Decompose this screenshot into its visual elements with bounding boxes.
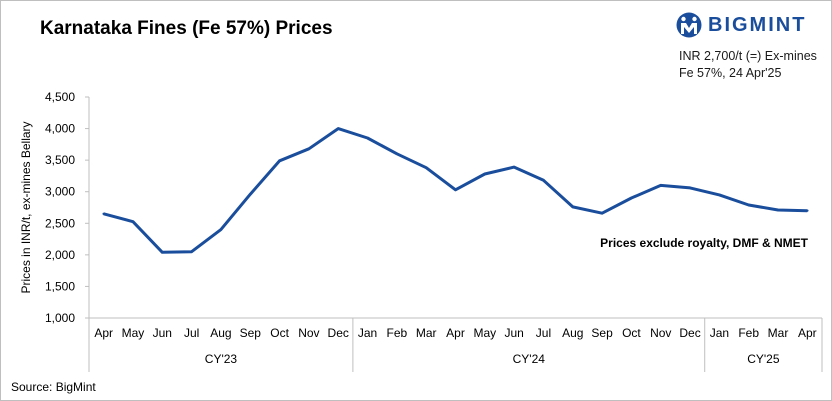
bigmint-logo-icon (676, 12, 702, 38)
x-tick-label: Dec (679, 326, 700, 340)
data-point (102, 212, 105, 216)
x-tick-label: Apr (446, 326, 465, 340)
x-tick-label: Jan (358, 326, 377, 340)
x-group-label: CY'23 (205, 352, 238, 366)
data-point (512, 165, 516, 169)
data-point (424, 166, 428, 169)
data-point (131, 220, 135, 223)
data-point (630, 196, 633, 200)
x-axis-groups: CY'23 CY'24 CY'25 (88, 318, 823, 372)
y-tick-label: 2,000 (45, 248, 75, 262)
x-tick-label: Jun (504, 326, 523, 340)
x-tick-label: Apr (798, 326, 817, 340)
data-point (718, 193, 721, 197)
y-axis-ticks: 1,000 1,500 2,000 2,500 3,000 3,500 4,000 4,500 (45, 90, 89, 325)
x-tick-label: Feb (738, 326, 759, 340)
y-tick-label: 1,500 (45, 279, 75, 293)
data-point (190, 250, 193, 253)
data-point (600, 211, 604, 215)
data-point (307, 147, 311, 150)
data-point (806, 209, 809, 212)
x-tick-label: Jul (536, 326, 551, 340)
brand-name: BIGMINT (708, 13, 807, 36)
x-tick-label: Mar (416, 326, 437, 340)
x-group-label: CY'24 (513, 352, 546, 366)
x-tick-label: Jan (710, 326, 729, 340)
price-note-line1: INR 2,700/t (=) Ex-mines (679, 49, 817, 63)
data-point (219, 228, 223, 231)
data-point (483, 172, 487, 176)
y-tick-label: 1,000 (45, 311, 75, 325)
series-points (102, 127, 809, 254)
x-tick-label: May (473, 326, 496, 340)
data-point (337, 127, 340, 130)
x-tick-label: Sep (240, 326, 262, 340)
data-point (366, 136, 369, 140)
x-tick-label: Nov (298, 326, 319, 340)
y-tick-label: 3,500 (45, 153, 75, 167)
x-axis-ticks: Apr May Jun Jul Aug Sep Oct Nov Dec Jan Feb Mar Apr M… (94, 326, 816, 340)
x-tick-label: Aug (210, 326, 231, 340)
data-point (161, 251, 164, 254)
data-point (395, 152, 399, 156)
y-tick-label: 4,500 (45, 90, 75, 104)
x-tick-label: Sep (591, 326, 613, 340)
brand-logo: BIGMINT (676, 12, 806, 38)
x-tick-label: Dec (328, 326, 349, 340)
data-point (659, 184, 662, 187)
x-tick-label: Aug (562, 326, 583, 340)
y-tick-label: 3,000 (45, 185, 75, 199)
source-note: Source: BigMint (11, 380, 96, 394)
x-tick-label: Oct (270, 326, 289, 340)
data-point (776, 208, 780, 212)
x-tick-label: Nov (650, 326, 671, 340)
y-tick-label: 2,500 (45, 216, 75, 230)
y-tick-label: 4,000 (45, 122, 75, 136)
chart-title: Karnataka Fines (Fe 57%) Prices (40, 18, 333, 39)
x-tick-label: Apr (94, 326, 113, 340)
data-point (249, 193, 252, 196)
chart-axes (88, 97, 822, 319)
x-tick-label: Mar (768, 326, 789, 340)
x-tick-label: Feb (387, 326, 408, 340)
data-point (454, 188, 457, 192)
x-tick-label: May (122, 326, 145, 340)
y-axis-label: Prices in INR/t, ex-mines Bellary (19, 121, 33, 293)
data-point (278, 159, 281, 162)
x-tick-label: Oct (622, 326, 641, 340)
price-note-line2: Fe 57%, 24 Apr'25 (679, 66, 782, 80)
x-tick-label: Jun (153, 326, 172, 340)
chart-annotation: Prices exclude royalty, DMF & NMET (600, 236, 809, 250)
data-point (571, 205, 574, 209)
data-point (542, 179, 545, 182)
x-group-label: CY'25 (747, 352, 780, 366)
data-point (688, 186, 692, 190)
price-note: INR 2,700/t (=) Ex-mines Fe 57%, 24 Apr'… (679, 48, 817, 82)
x-tick-label: Jul (184, 326, 199, 340)
data-point (747, 203, 750, 207)
